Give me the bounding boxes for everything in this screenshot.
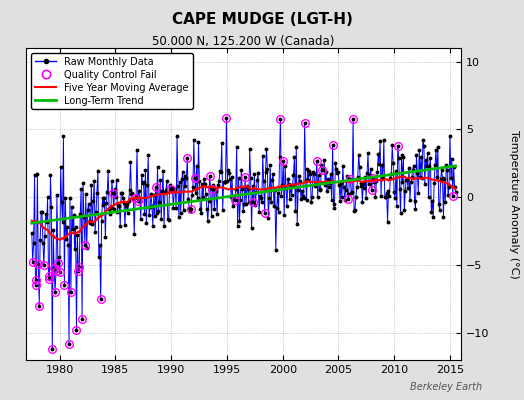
Legend: Raw Monthly Data, Quality Control Fail, Five Year Moving Average, Long-Term Tren: Raw Monthly Data, Quality Control Fail, … — [31, 53, 192, 109]
Title: 50.000 N, 125.200 W (Canada): 50.000 N, 125.200 W (Canada) — [152, 35, 335, 48]
Y-axis label: Temperature Anomaly (°C): Temperature Anomaly (°C) — [509, 130, 519, 278]
Text: Berkeley Earth: Berkeley Earth — [410, 382, 482, 392]
Text: CAPE MUDGE (LGT-H): CAPE MUDGE (LGT-H) — [171, 12, 353, 27]
